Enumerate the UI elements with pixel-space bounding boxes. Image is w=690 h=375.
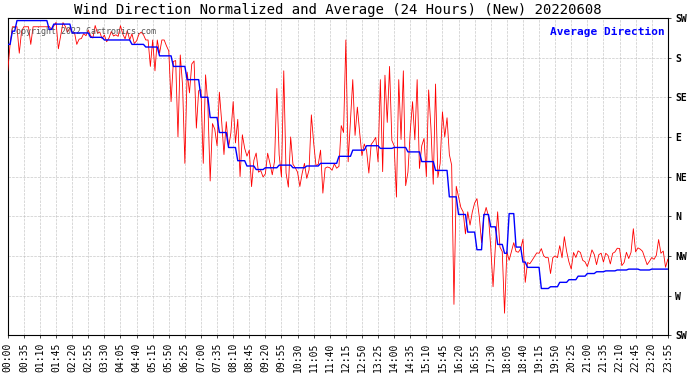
- Title: Wind Direction Normalized and Average (24 Hours) (New) 20220608: Wind Direction Normalized and Average (2…: [74, 3, 602, 17]
- Text: Average Direction: Average Direction: [550, 27, 664, 38]
- Text: Copyright 2022 Cartronics.com: Copyright 2022 Cartronics.com: [11, 27, 156, 36]
